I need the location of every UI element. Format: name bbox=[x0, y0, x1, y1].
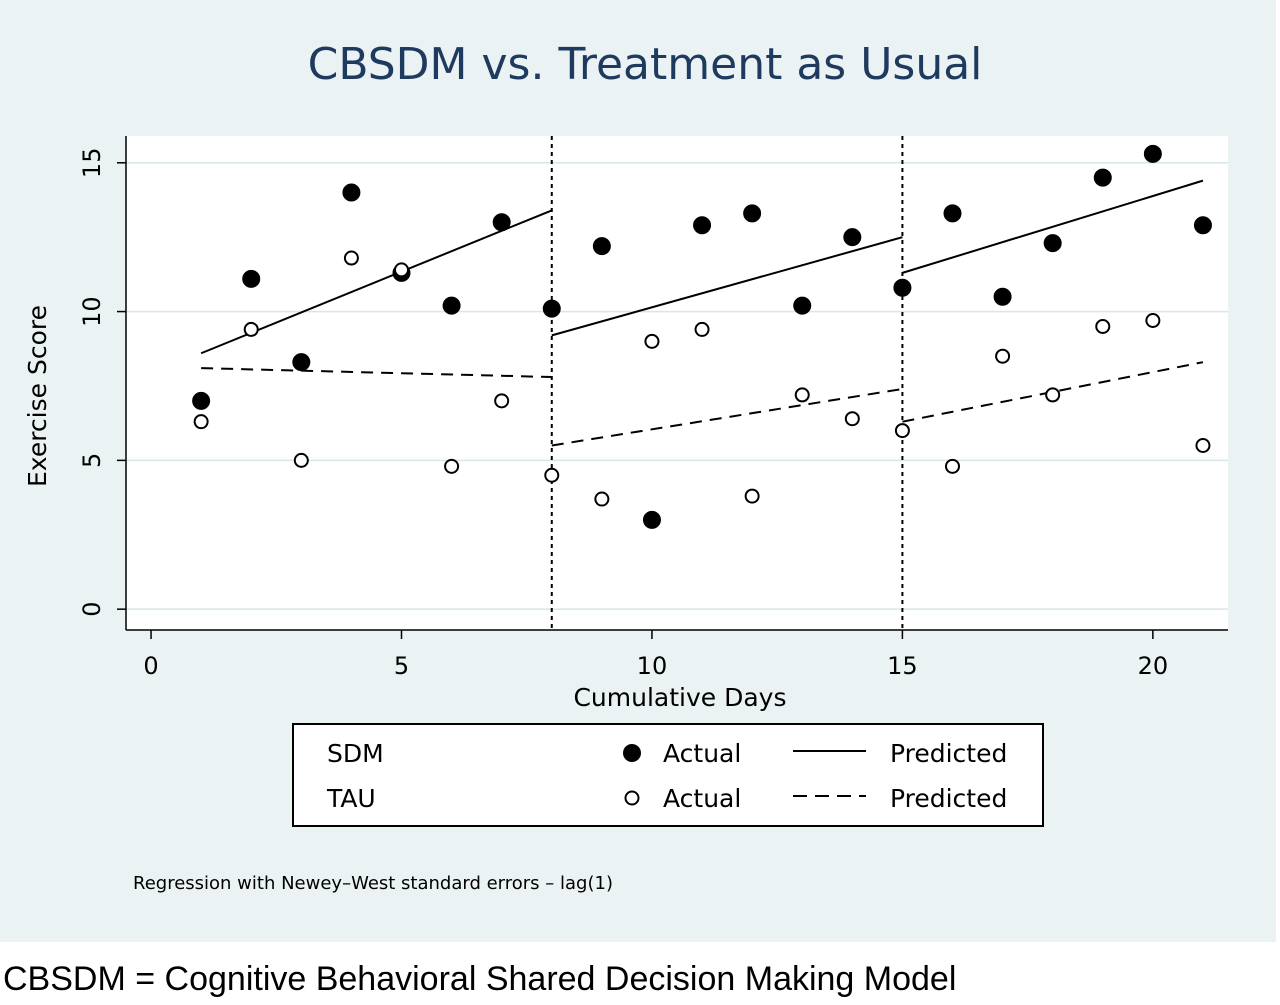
sdm-actual-point bbox=[242, 269, 261, 288]
y-tick-label: 15 bbox=[78, 148, 106, 179]
tau-actual-point bbox=[1145, 313, 1161, 329]
tau-actual-point bbox=[243, 321, 259, 337]
sdm-actual-point bbox=[1093, 168, 1112, 187]
tau-actual-point bbox=[744, 488, 760, 504]
figure-caption: CBSDM = Cognitive Behavioral Shared Deci… bbox=[3, 960, 957, 998]
sdm-actual-point bbox=[843, 228, 862, 247]
sdm-actual-point bbox=[292, 353, 311, 372]
legend-predicted-label: Predicted bbox=[890, 739, 1007, 768]
sdm-actual-point bbox=[492, 213, 511, 232]
legend-group-label: SDM bbox=[327, 739, 384, 768]
legend-actual-label: Actual bbox=[663, 784, 741, 813]
tau-actual-point bbox=[1045, 387, 1061, 403]
sdm-actual-point bbox=[943, 204, 962, 223]
sdm-actual-point bbox=[1143, 144, 1162, 163]
tau-actual-point bbox=[594, 491, 610, 507]
sdm-predicted-segment bbox=[200, 209, 553, 355]
x-tick-label: 10 bbox=[637, 652, 668, 680]
tau-actual-point bbox=[644, 333, 660, 349]
tau-actual-point bbox=[343, 250, 359, 266]
tau-actual-point bbox=[894, 423, 910, 439]
tau-actual-point bbox=[193, 414, 209, 430]
sdm-actual-point bbox=[693, 216, 712, 235]
tau-predicted-segment bbox=[902, 361, 1204, 423]
legend-group-label: TAU bbox=[326, 784, 376, 813]
x-axis-title: Cumulative Days bbox=[573, 683, 786, 712]
y-tick-label: 5 bbox=[78, 453, 106, 468]
y-tick-label: 0 bbox=[78, 602, 106, 617]
sdm-predicted-segment bbox=[551, 236, 903, 337]
tau-actual-point bbox=[494, 393, 510, 409]
tau-actual-point bbox=[995, 348, 1011, 364]
legend-actual-label: Actual bbox=[663, 739, 741, 768]
tau-actual-point bbox=[694, 321, 710, 337]
sdm-actual-point bbox=[743, 204, 762, 223]
legend-predicted-label: Predicted bbox=[890, 784, 1007, 813]
sdm-actual-point bbox=[1193, 216, 1212, 235]
x-tick-label: 20 bbox=[1138, 652, 1169, 680]
tau-actual-point bbox=[544, 467, 560, 483]
sdm-actual-point bbox=[642, 510, 661, 529]
tau-actual-point bbox=[1095, 318, 1111, 334]
sdm-actual-point bbox=[793, 296, 812, 315]
plot-area bbox=[126, 136, 1228, 630]
sdm-actual-point bbox=[993, 287, 1012, 306]
legend-filled-marker bbox=[623, 744, 641, 762]
sdm-actual-point bbox=[342, 183, 361, 202]
chart: 0 5 10 15 0 5 10 15 20 Cumulative Days Exercise Sc… bbox=[23, 39, 1228, 894]
tau-actual-point bbox=[945, 458, 960, 474]
y-tick-label: 10 bbox=[78, 296, 106, 327]
x-tick-label: 5 bbox=[394, 652, 409, 680]
sdm-actual-point bbox=[192, 391, 211, 410]
sdm-actual-point bbox=[1043, 234, 1062, 253]
legend-hollow-marker bbox=[624, 790, 640, 806]
tau-actual-point bbox=[444, 458, 460, 474]
legend-box bbox=[292, 723, 1044, 827]
sdm-actual-point bbox=[592, 237, 611, 256]
x-tick-label: 0 bbox=[143, 652, 158, 680]
chart-title: CBSDM vs. Treatment as Usual bbox=[308, 39, 983, 90]
tau-actual-point bbox=[394, 262, 409, 278]
y-axis-title: Exercise Score bbox=[23, 305, 52, 487]
sdm-actual-point bbox=[542, 299, 561, 318]
tau-actual-point bbox=[794, 387, 810, 403]
sdm-actual-point bbox=[893, 278, 912, 297]
regression-note: Regression with Newey–West standard erro… bbox=[133, 873, 613, 894]
tau-actual-point bbox=[844, 411, 860, 427]
sdm-predicted-segment bbox=[902, 179, 1204, 274]
x-tick-label: 15 bbox=[887, 652, 918, 680]
tau-actual-point bbox=[293, 452, 309, 468]
sdm-actual-point bbox=[442, 296, 461, 315]
tau-actual-point bbox=[1195, 437, 1211, 453]
